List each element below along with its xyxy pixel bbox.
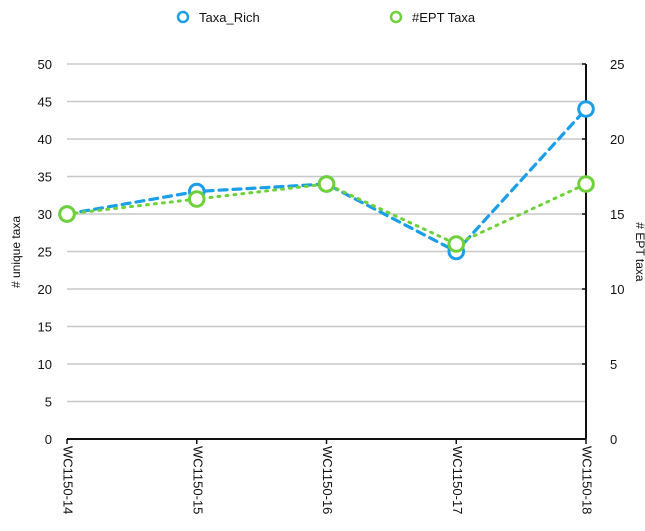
y2-tick-label: 10 <box>610 282 624 297</box>
series-point-2-1 <box>58 205 76 223</box>
y2-axis-title: # EPT taxa <box>633 222 645 281</box>
y-tick-label: 20 <box>38 282 52 297</box>
plot-series <box>58 100 595 261</box>
series-line-1 <box>65 107 588 254</box>
legend-label-1: Taxa_Rich <box>199 10 260 25</box>
y-tick-label: 0 <box>45 432 52 447</box>
x-tick-label: WC1150-18 <box>580 446 595 514</box>
x-tick-label: WC1150-14 <box>61 446 76 514</box>
y-tick-label: 45 <box>38 95 52 110</box>
y-tick-label: 40 <box>38 132 52 147</box>
axes: 0 5 10 15 20 25 30 35 40 45 50 0 5 10 15 20 25 WC1150-14 W… <box>38 57 625 514</box>
legend: Taxa_Rich #EPT Taxa <box>176 10 476 25</box>
y2-tick-label: 25 <box>610 57 624 72</box>
series-point-2-5 <box>577 175 595 193</box>
y2-tick-label: 15 <box>610 207 624 222</box>
y2-tick-label: 20 <box>610 132 624 147</box>
legend-marker-2 <box>389 10 403 24</box>
grid <box>67 63 586 440</box>
y2-tick-label: 0 <box>610 432 617 447</box>
y-axis-title: # unique taxa <box>9 216 23 288</box>
y-tick-label: 10 <box>38 357 52 372</box>
y-tick-label: 50 <box>38 57 52 72</box>
y-tick-label: 25 <box>38 245 52 260</box>
y2-tick-label: 5 <box>610 357 617 372</box>
legend-marker-1 <box>176 10 190 24</box>
series-point-2-3 <box>317 175 336 193</box>
y-tick-label: 35 <box>38 170 52 185</box>
legend-label-2: #EPT Taxa <box>412 10 476 25</box>
y-tick-label: 5 <box>45 395 52 410</box>
y-tick-label: 30 <box>38 207 52 222</box>
x-tick-label: WC1150-17 <box>450 446 465 514</box>
x-tick-label: WC1150-15 <box>190 446 205 514</box>
series-point-1-5 <box>577 100 595 118</box>
series-point-2-4 <box>447 235 466 253</box>
y-tick-label: 15 <box>38 320 52 335</box>
series-line-2 <box>65 182 588 246</box>
series-point-2-2 <box>187 190 206 208</box>
x-tick-label: WC1150-16 <box>320 446 335 514</box>
axis-titles: # unique taxa # EPT taxa <box>9 216 645 288</box>
